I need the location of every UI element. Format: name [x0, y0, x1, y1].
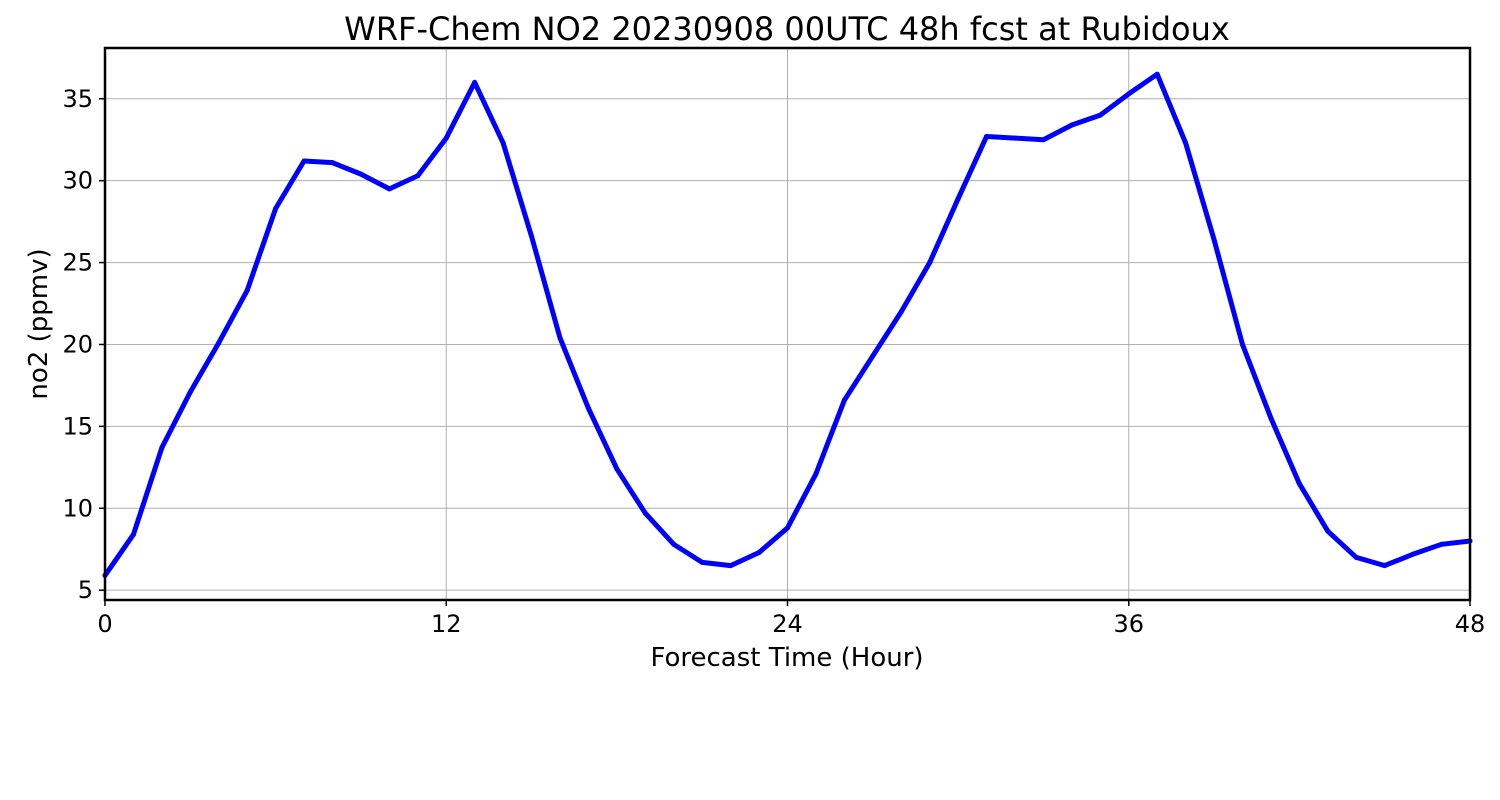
- no2-data-point: [1240, 341, 1245, 347]
- y-tick-label: 30: [62, 167, 93, 195]
- y-tick-label: 35: [62, 85, 93, 113]
- no2-data-point: [1382, 563, 1388, 569]
- x-tick-label: 48: [1455, 610, 1486, 638]
- y-tick-label: 20: [62, 330, 93, 358]
- no2-data-point: [785, 525, 790, 531]
- x-tick-label: 12: [431, 610, 462, 638]
- no2-data-point: [273, 206, 279, 212]
- no2-data-point: [130, 531, 136, 537]
- no2-data-point: [1268, 415, 1274, 421]
- no2-data-point: [1154, 71, 1160, 77]
- no2-data-point: [585, 405, 591, 411]
- no2-data-point: [244, 287, 250, 293]
- no2-data-point: [443, 135, 449, 141]
- no2-data-point: [1183, 140, 1189, 146]
- no2-data-point: [813, 471, 819, 477]
- no2-data-point: [1040, 137, 1046, 143]
- y-tick-label: 25: [62, 249, 93, 277]
- y-tick-label: 10: [62, 494, 93, 522]
- no2-data-point: [216, 340, 222, 346]
- y-tick-label: 15: [62, 412, 93, 440]
- no2-data-point: [557, 335, 563, 341]
- no2-data-point: [500, 140, 506, 146]
- no2-data-point: [1126, 91, 1132, 97]
- no2-data-point: [841, 397, 847, 403]
- no2-data-point: [614, 466, 620, 472]
- no2-data-point: [955, 196, 961, 202]
- no2-data-point: [898, 309, 904, 315]
- x-tick-label: 0: [97, 610, 112, 638]
- no2-data-point: [1211, 237, 1217, 243]
- no2-data-point: [756, 550, 762, 555]
- no2-data-point: [187, 389, 193, 395]
- no2-data-point: [642, 510, 648, 516]
- no2-data-point: [699, 559, 705, 565]
- no2-data-point: [1325, 528, 1331, 534]
- no2-data-point: [671, 541, 677, 547]
- no2-data-point: [927, 260, 933, 266]
- no2-data-point: [1410, 551, 1416, 557]
- no2-data-point: [1439, 541, 1445, 547]
- no2-data-point: [472, 79, 478, 85]
- series-layer: [102, 71, 1473, 578]
- x-tick-label: 24: [772, 610, 803, 638]
- x-tick-label: 36: [1113, 610, 1144, 638]
- no2-data-point: [1296, 481, 1302, 487]
- no2-data-point: [529, 233, 535, 239]
- no2-data-point: [1012, 135, 1018, 141]
- no2-data-point: [870, 353, 876, 359]
- no2-data-point: [301, 158, 307, 164]
- no2-data-point: [728, 563, 734, 569]
- chart-title: WRF-Chem NO2 20230908 00UTC 48h fcst at …: [344, 10, 1230, 48]
- no2-data-point: [984, 133, 990, 139]
- y-axis-label: no2 (ppmv): [24, 248, 54, 399]
- tick-layer: 0 12 24 36 48 5 10 15 20 25 30 35: [62, 85, 1485, 638]
- no2-data-point: [1069, 122, 1075, 128]
- y-tick-label: 5: [78, 576, 93, 604]
- no2-data-point: [386, 186, 392, 192]
- no2-data-point: [1097, 112, 1103, 118]
- no2-data-point: [358, 171, 364, 177]
- no2-data-point: [1353, 554, 1359, 560]
- no2-data-point: [415, 173, 421, 179]
- x-axis-label: Forecast Time (Hour): [650, 643, 923, 673]
- no2-data-point: [159, 445, 165, 451]
- no2-data-point: [330, 160, 335, 166]
